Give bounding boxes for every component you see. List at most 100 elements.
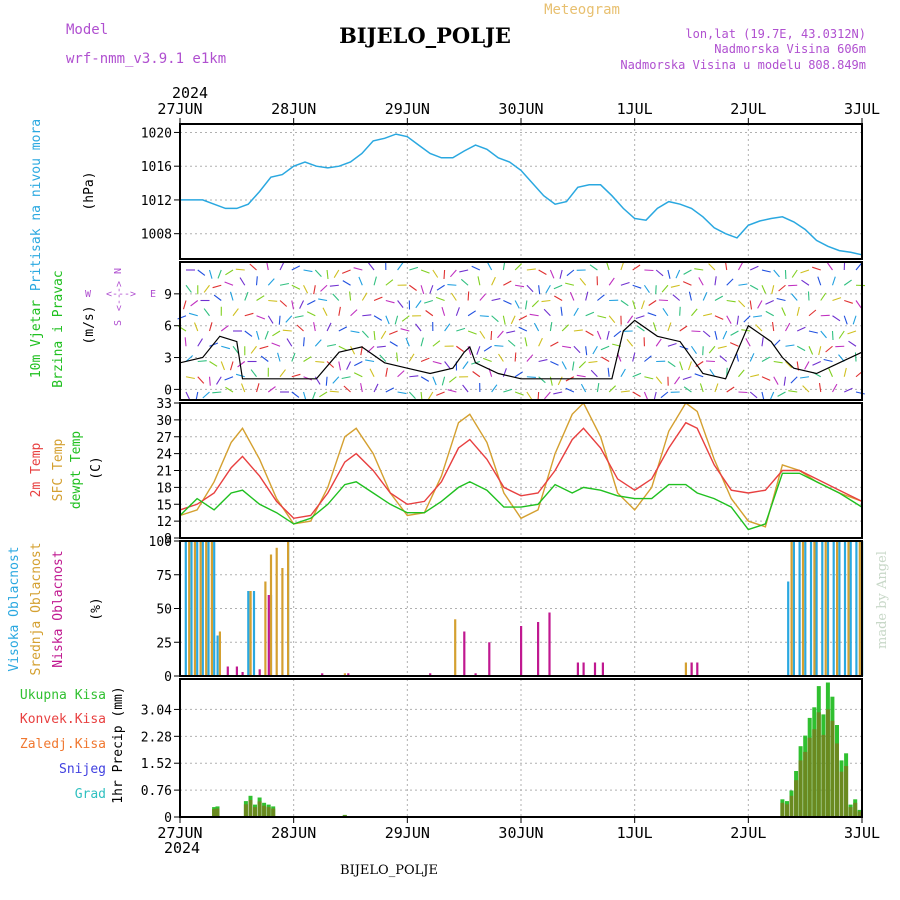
wind-arrow [773, 339, 781, 347]
wind-arrow [817, 276, 822, 286]
wind-arrow [635, 315, 645, 320]
y-tick-label: 24 [156, 448, 172, 463]
wind-arrow [232, 345, 239, 354]
wind-arrow [596, 330, 602, 340]
wind-arrow [503, 388, 513, 393]
pressure-unit: (hPa) [82, 171, 97, 210]
wind-arrow [279, 282, 290, 286]
precip-bar [857, 811, 862, 817]
wind-arrow [562, 345, 572, 349]
wind-arrow [667, 269, 671, 279]
wind-arrow [538, 337, 543, 347]
y-tick-label: 9 [164, 288, 172, 303]
temp-unit: (C) [89, 456, 104, 479]
wind-arrow [667, 361, 676, 368]
wind-arrow [736, 315, 740, 325]
wind-arrow [573, 345, 581, 354]
wind-arrow [745, 338, 751, 347]
wind-arrow [514, 300, 520, 309]
wind-arrow [647, 312, 657, 317]
x-tick-label-top: 3JUL [844, 100, 880, 118]
y-tick-label: 21 [156, 465, 172, 480]
wind-arrow [313, 285, 316, 295]
wind-arrow [264, 330, 269, 340]
cloud-unit: (%) [89, 597, 104, 620]
wind-arrow [761, 356, 771, 362]
precip-bar [253, 807, 257, 817]
wind-arrow [553, 284, 563, 290]
wind-arrow [683, 269, 692, 275]
wind-arrow [797, 326, 806, 332]
wind-arrow [773, 360, 783, 364]
wind-arrow [626, 338, 634, 347]
wind-arrow [778, 284, 786, 292]
wind-arrow [314, 339, 322, 347]
wind-arrow [620, 368, 626, 378]
wind-arrow [578, 361, 587, 369]
wind-arrow [256, 295, 265, 301]
wind-arrow [538, 269, 547, 275]
cloud-bar [463, 631, 466, 676]
pressure-line [180, 133, 863, 256]
wind-arrow [208, 322, 213, 332]
compass-arrows: <---> [114, 281, 125, 311]
footer-station: BIJELO_POLJE [340, 863, 438, 878]
wind-arrow [291, 300, 295, 310]
wind-arrow [679, 306, 681, 316]
wind-arrow [808, 330, 818, 334]
wind-arrow [565, 282, 575, 286]
wind-arrow [239, 277, 246, 286]
y-tick-label: 15 [156, 498, 172, 513]
wind-arrow [365, 359, 375, 363]
wind-arrow [682, 281, 692, 286]
wind-arrow [808, 346, 814, 355]
wind-speed-line [179, 319, 863, 380]
wind-arrow [220, 325, 229, 332]
wind-arrow [350, 330, 360, 334]
wind-arrow [632, 391, 641, 397]
wind-arrow [549, 376, 553, 386]
wind-arrow [216, 376, 222, 385]
wind-arrow [738, 300, 746, 308]
wind-arrow [855, 391, 865, 395]
wind-arrow [432, 269, 439, 278]
wind-arrow [717, 345, 727, 349]
wind-arrow [320, 284, 328, 292]
wind-arrow [524, 300, 528, 310]
wind-arrow [503, 280, 512, 286]
wind-arrow [259, 345, 269, 350]
wind-arrow [420, 337, 424, 347]
x-tick-label-bottom: 3JUL [844, 824, 880, 842]
wind-arrow [538, 359, 548, 363]
x-tick-label-top: 1JUL [617, 100, 653, 118]
wind-arrow [190, 300, 199, 307]
wind-arrow [420, 285, 425, 295]
cloud-bar [190, 541, 193, 676]
wind-arrow [385, 279, 394, 286]
wind-arrow [502, 315, 506, 325]
wind-arrow [683, 386, 692, 393]
cloud-bar [804, 541, 807, 676]
wind-arrow [636, 325, 645, 332]
wind-arrow [415, 323, 422, 332]
wind-arrow [235, 373, 245, 378]
wind-arrow [268, 299, 278, 302]
elevation-label: Nadmorska Visina 606m [714, 42, 866, 56]
wind-arrow [471, 265, 481, 271]
wind-arrow [338, 345, 348, 351]
wind-arrow [694, 268, 704, 271]
cloud-bar [593, 662, 597, 676]
cloud-bar [488, 642, 491, 677]
wind-arrow [802, 385, 810, 393]
wind-arrow [483, 357, 492, 363]
wind-arrow [698, 277, 704, 286]
wind-arrow [514, 391, 524, 396]
wind-arrow [318, 298, 328, 302]
panel-frame [179, 678, 863, 818]
cloud-bar [821, 541, 824, 676]
wind-arrow [432, 376, 437, 386]
wind-arrow [291, 265, 301, 271]
panel-frame [179, 540, 863, 677]
wind-arrow [566, 269, 575, 277]
wind-arrow [854, 352, 857, 362]
